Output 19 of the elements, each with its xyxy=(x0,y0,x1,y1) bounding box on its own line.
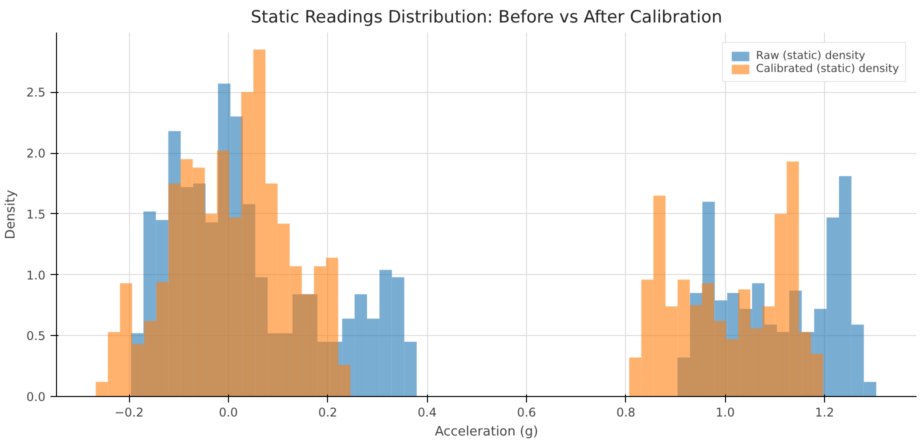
y-axis-title: Density xyxy=(3,189,18,240)
x-tick-label: 0.4 xyxy=(418,406,437,420)
x-tick-label: 1.0 xyxy=(716,406,735,420)
y-tick-label: 1.5 xyxy=(26,207,46,222)
legend-label: Raw (static) density xyxy=(756,49,866,62)
y-tick-label: 0.0 xyxy=(26,390,46,404)
x-tick-label: 0.0 xyxy=(218,406,238,420)
x-tick-label: 0.8 xyxy=(616,406,636,420)
x-axis-title: Acceleration (g) xyxy=(434,424,538,440)
y-tick-label: 2.5 xyxy=(26,86,46,100)
legend-label: Calibrated (static) density xyxy=(756,62,899,75)
y-tick-label: 2.0 xyxy=(26,146,46,161)
x-tick-label: 0.2 xyxy=(318,406,338,420)
y-tick-label: 0.5 xyxy=(26,329,46,344)
x-tick-label: 0.6 xyxy=(516,406,536,420)
y-tick-label: 1.0 xyxy=(26,268,46,282)
x-tick-label: 1.2 xyxy=(815,406,834,420)
chart-title: Static Readings Distribution: Before vs After Calibration xyxy=(250,8,722,28)
x-tick-label: −0.2 xyxy=(114,406,144,420)
